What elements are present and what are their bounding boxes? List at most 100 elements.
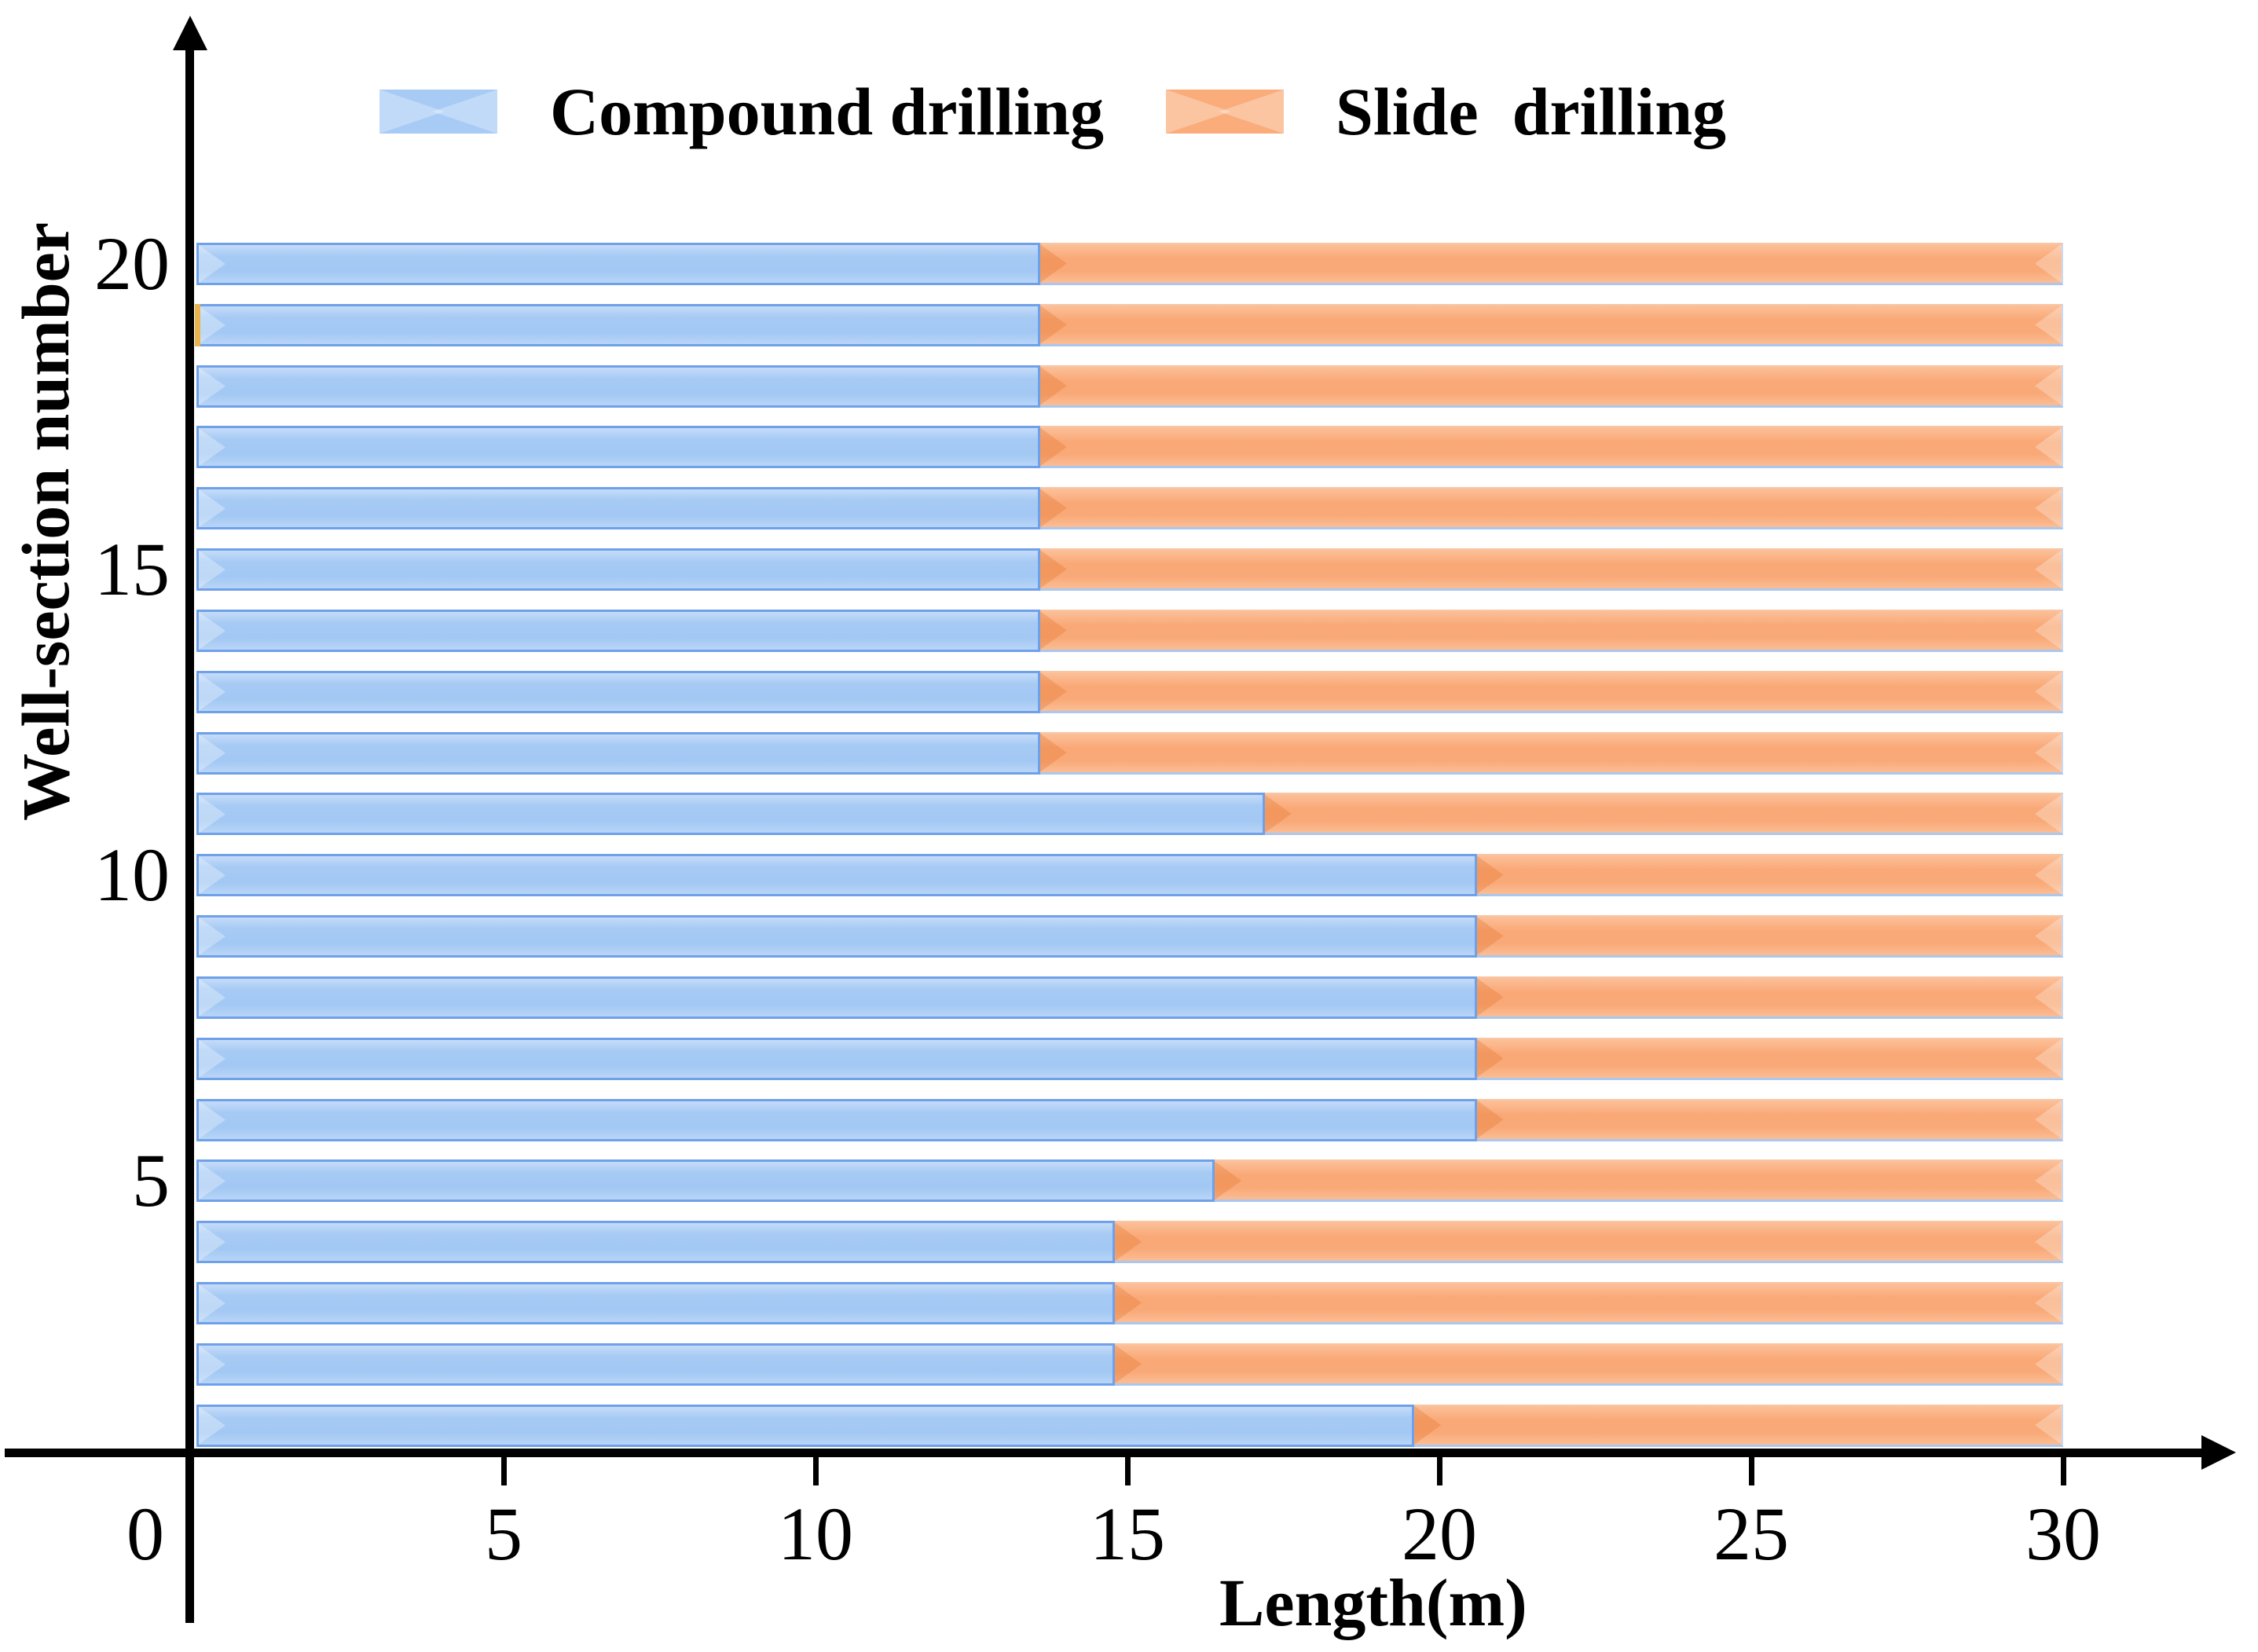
bar-segment-compound	[196, 915, 1477, 958]
bar-bevel-icon	[199, 489, 225, 528]
legend-label-compound: Compound drilling	[550, 74, 1104, 149]
bar-segment-slide	[1115, 1282, 2063, 1325]
bar-segment-slide	[1476, 854, 2063, 897]
x-axis-arrow-icon	[2201, 1435, 2236, 1470]
bar-bevel-icon	[199, 1284, 225, 1323]
bar-bevel-icon	[199, 428, 225, 467]
bar-end-bevel-icon	[2034, 855, 2062, 895]
bar-bevel-icon	[1039, 366, 1067, 405]
bar-left-sliver	[195, 303, 200, 346]
legend-swatch-slide	[1166, 90, 1284, 134]
bar-segment-compound	[196, 1098, 1477, 1141]
bar-segment-slide	[1039, 731, 2063, 775]
bar-segment-compound	[196, 1282, 1116, 1325]
bar-segment-slide	[1476, 976, 2063, 1019]
bar-bevel-icon	[1264, 794, 1292, 833]
bar-bevel-icon	[1039, 489, 1067, 528]
x-axis-tick	[1748, 1457, 1754, 1485]
bar-bevel-icon	[1476, 1038, 1504, 1078]
bar-end-bevel-icon	[2034, 1344, 2062, 1383]
bar-bevel-icon	[1039, 672, 1067, 711]
bar-bevel-icon	[1115, 1222, 1142, 1262]
bar-bevel-icon	[1039, 550, 1067, 589]
bar-segment-compound	[196, 854, 1477, 897]
bar-bevel-icon	[199, 918, 225, 956]
bar-end-bevel-icon	[2034, 917, 2062, 956]
bar-segment-compound	[196, 1342, 1116, 1386]
bar-segment-compound	[196, 364, 1040, 408]
bar-bevel-icon	[1215, 1161, 1242, 1200]
bar-end-bevel-icon	[2034, 489, 2062, 528]
bar-end-bevel-icon	[2034, 733, 2062, 772]
bar-segment-slide	[1039, 303, 2063, 346]
bar-end-bevel-icon	[2034, 610, 2062, 650]
bar-segment-compound	[196, 609, 1040, 652]
bar-segment-slide	[1476, 915, 2063, 958]
bar-segment-compound	[196, 487, 1040, 530]
x-axis-line	[5, 1449, 2205, 1457]
x-tick-label: 15	[1090, 1492, 1165, 1576]
bar-bevel-icon	[1476, 977, 1504, 1016]
bar-bevel-icon	[199, 551, 225, 589]
bar-bevel-icon	[199, 978, 225, 1016]
bar-bevel-icon	[1476, 917, 1504, 956]
bar-segment-slide	[1039, 426, 2063, 469]
bar-bevel-icon	[199, 795, 225, 833]
bar-segment-slide	[1039, 609, 2063, 652]
bar-segment-slide	[1215, 1159, 2063, 1203]
bar-bevel-icon	[1476, 855, 1504, 895]
bar-segment-slide	[1039, 364, 2063, 408]
bar-end-bevel-icon	[2034, 366, 2062, 405]
bar-end-bevel-icon	[2034, 305, 2062, 344]
bar-bevel-icon	[1039, 427, 1067, 467]
bar-bevel-icon	[1039, 244, 1067, 283]
bar-segment-slide	[1039, 487, 2063, 530]
bar-end-bevel-icon	[2034, 1405, 2062, 1445]
bar-end-bevel-icon	[2034, 794, 2062, 833]
bar-bevel-icon	[1414, 1405, 1442, 1445]
y-tick-label: 15	[94, 527, 170, 612]
bar-bevel-icon	[199, 672, 225, 711]
bar-bevel-icon	[199, 611, 225, 650]
bar-segment-compound	[196, 976, 1477, 1019]
x-axis-tick	[812, 1457, 819, 1485]
bar-segment-slide	[1039, 548, 2063, 592]
bar-end-bevel-icon	[2034, 977, 2062, 1016]
x-axis-tick	[1436, 1457, 1442, 1485]
bar-bevel-icon	[199, 1345, 225, 1383]
bar-end-bevel-icon	[2034, 244, 2062, 283]
legend-label-slide: Slide drilling	[1336, 74, 1727, 149]
bar-segment-slide	[1476, 1037, 2063, 1080]
bar-end-bevel-icon	[2034, 550, 2062, 589]
bar-bevel-icon	[199, 1406, 225, 1445]
bar-segment-compound	[196, 1404, 1415, 1447]
y-tick-label: 10	[94, 833, 170, 918]
bar-bevel-icon	[199, 245, 225, 283]
bar-segment-slide	[1264, 793, 2063, 836]
bar-segment-compound	[196, 426, 1040, 469]
bar-bevel-icon	[1476, 1100, 1504, 1139]
bar-bevel-icon	[1115, 1284, 1142, 1323]
bar-end-bevel-icon	[2034, 1038, 2062, 1078]
y-tick-label: 20	[94, 222, 170, 306]
bar-end-bevel-icon	[2034, 1284, 2062, 1323]
bar-bevel-icon	[199, 1039, 225, 1078]
legend-swatch-compound	[379, 90, 497, 134]
bar-bevel-icon	[199, 1162, 225, 1200]
bar-segment-slide	[1039, 243, 2063, 285]
bar-segment-compound	[196, 1159, 1215, 1203]
bar-end-bevel-icon	[2034, 427, 2062, 467]
y-axis-line	[185, 47, 194, 1623]
bar-segment-compound	[196, 303, 1040, 346]
y-tick-label: 5	[132, 1138, 170, 1223]
bar-end-bevel-icon	[2034, 1161, 2062, 1200]
bar-bevel-icon	[199, 1101, 225, 1139]
bar-bevel-icon	[1039, 305, 1067, 344]
bar-segment-slide	[1039, 670, 2063, 713]
bar-end-bevel-icon	[2034, 1222, 2062, 1262]
bar-segment-slide	[1115, 1221, 2063, 1264]
bar-bevel-icon	[1115, 1344, 1142, 1383]
x-tick-label: 5	[485, 1492, 522, 1576]
bar-bevel-icon	[1039, 733, 1067, 772]
x-tick-label: 30	[2025, 1492, 2101, 1576]
